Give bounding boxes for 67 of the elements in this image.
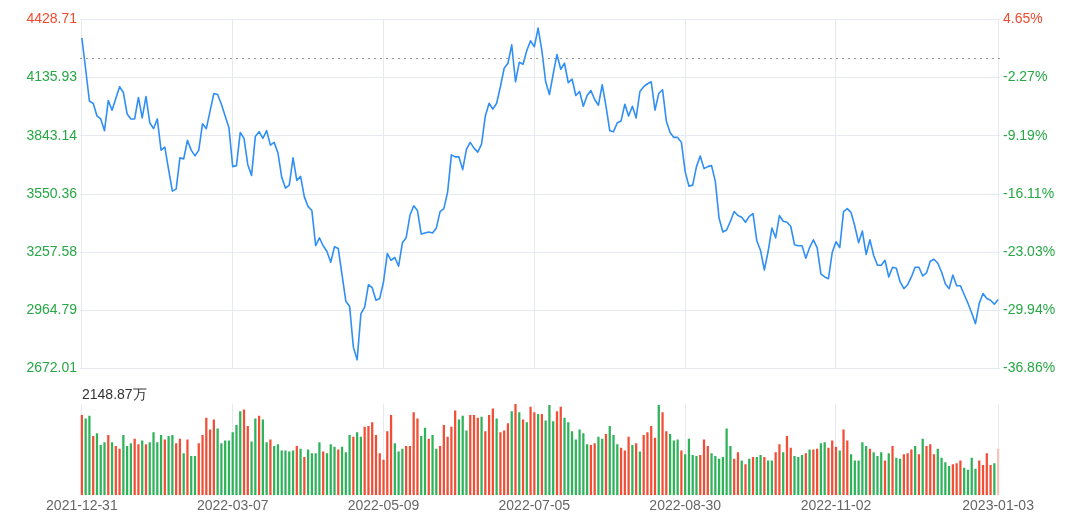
bar [578,429,581,496]
bar [793,455,796,496]
bar [906,453,909,496]
bar [269,439,272,496]
y-tick-label: 3550.36 [26,184,78,201]
x-tick-label: 2022-08-30 [649,497,722,514]
bar [499,432,502,496]
x-tick-label: 2023-01-03 [962,497,1035,514]
bar [680,450,683,496]
x-tick-label: 2021-12-31 [46,497,118,514]
bar [676,439,679,496]
bar [759,455,762,496]
bar [318,442,321,496]
y2-tick-label: -29.94% [1003,301,1056,318]
bar [661,412,664,496]
bar [925,445,928,496]
bar [88,415,91,496]
text: 2148.87万 [82,385,147,402]
y-tick-label: 4135.93 [26,68,78,85]
x-tick-label: 2022-11-02 [800,497,872,514]
bar [876,455,879,496]
y2-tick-label: -16.11% [1003,184,1055,201]
bar [695,455,698,496]
y2-tick-label: -9.19% [1003,126,1048,143]
y-tick-label: 3257.58 [26,243,78,260]
bar [333,446,336,496]
bar [529,406,532,496]
y2-tick-label: 4.65% [1003,10,1043,27]
bar [480,416,483,496]
bar [808,449,811,496]
bar [284,450,287,496]
y-tick-label: 2672.01 [26,359,78,376]
bar [710,453,713,496]
y2-tick-label: -36.86% [1003,359,1056,376]
bar [910,449,913,496]
x-tick-label: 2022-03-07 [196,497,269,514]
bar [431,435,434,496]
bar [861,442,864,496]
bar [597,436,600,496]
bar [744,464,747,496]
bar [348,435,351,496]
y2-tick-label: -23.03% [1003,243,1056,260]
x-tick-label: 2022-07-05 [498,497,571,514]
bar [103,442,106,496]
bar [216,428,219,496]
bar [548,404,551,496]
bar [842,429,845,496]
bar [891,445,894,496]
bar [401,448,404,496]
bar [118,448,121,496]
bar [514,404,517,496]
x-tick-label: 2022-05-09 [347,497,420,514]
y-tick-label: 3843.14 [26,126,78,143]
bar [959,460,962,496]
bar [152,432,155,496]
bar [563,417,566,496]
y-tick-label: 2964.79 [26,301,78,318]
bar [631,445,634,496]
bar [186,439,189,496]
bar [171,435,174,496]
bar [367,425,370,496]
bar [627,436,630,496]
y-tick-label: 4428.71 [26,10,78,27]
bar [167,435,170,496]
bar [778,444,781,496]
y2-tick-label: -2.27% [1003,68,1048,85]
bar [299,448,302,496]
